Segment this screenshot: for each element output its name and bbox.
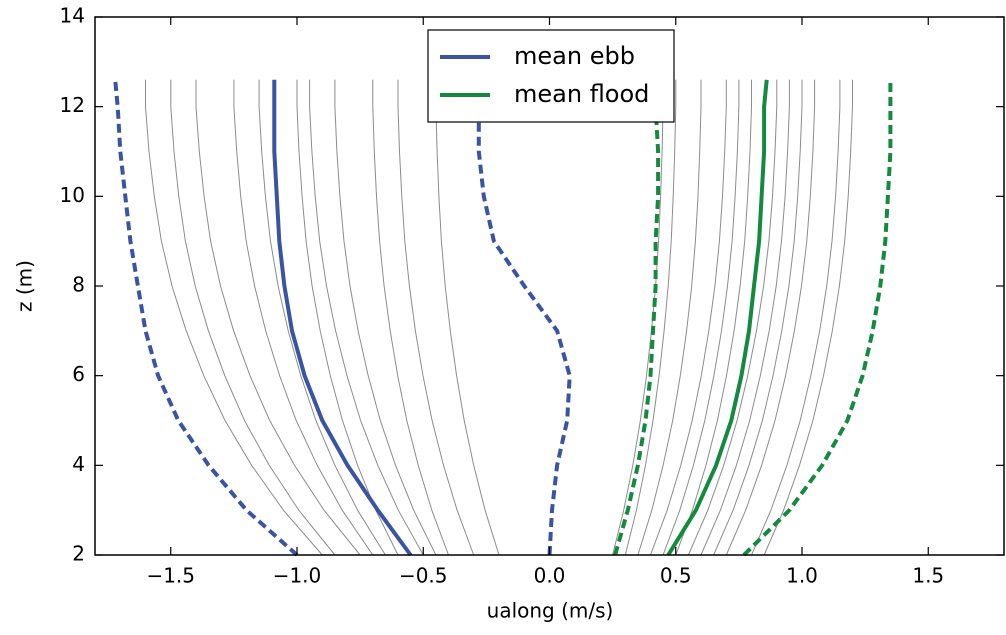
x-tick-label: −1.0	[273, 564, 322, 588]
y-tick-label: 6	[72, 362, 85, 386]
profile-line	[334, 79, 437, 556]
envelope-line	[742, 79, 893, 557]
y-tick-label: 10	[60, 183, 85, 207]
x-tick-label: 0.5	[660, 564, 692, 588]
profile-line	[258, 79, 386, 556]
x-tick-label: −0.5	[399, 564, 448, 588]
envelope-line	[113, 79, 299, 557]
x-tick-label: 1.0	[786, 564, 818, 588]
profile-line	[650, 79, 727, 556]
legend-label: mean flood	[514, 80, 649, 108]
y-tick-label: 12	[60, 93, 85, 117]
profile-line	[751, 79, 841, 556]
x-tick-label: 1.5	[912, 564, 944, 588]
y-tick-label: 14	[60, 4, 85, 28]
profile-line	[309, 79, 424, 556]
profile-line	[612, 79, 664, 556]
y-tick-label: 8	[72, 273, 85, 297]
envelope-line	[613, 79, 661, 556]
profile-line	[233, 79, 374, 556]
profile-line	[170, 79, 336, 556]
profile-line	[145, 79, 323, 556]
profile-line	[662, 79, 740, 556]
profile-line	[372, 79, 449, 556]
legend-box	[427, 29, 675, 123]
envelope-line	[474, 79, 572, 556]
profile-line	[296, 79, 399, 556]
profile-line	[435, 79, 500, 556]
profile-line	[675, 79, 752, 556]
legend-label: mean ebb	[514, 42, 635, 70]
y-tick-label: 4	[72, 452, 85, 476]
y-tick-label: 2	[72, 542, 85, 566]
profile-line	[397, 79, 475, 556]
profile-line	[624, 79, 677, 556]
mean-line	[666, 79, 769, 557]
profile-line	[763, 79, 853, 556]
profile-line	[687, 79, 778, 556]
x-axis-label: ualong (m/s)	[487, 599, 614, 623]
mean-line	[272, 79, 413, 557]
x-tick-label: 0.0	[534, 564, 566, 588]
profile-line	[637, 79, 702, 556]
x-tick-label: −1.5	[146, 564, 195, 588]
profile-line	[195, 79, 361, 556]
y-axis-label: z (m)	[13, 260, 37, 312]
profile-line	[725, 79, 816, 556]
profile-line	[700, 79, 790, 556]
profile-line	[713, 79, 803, 556]
